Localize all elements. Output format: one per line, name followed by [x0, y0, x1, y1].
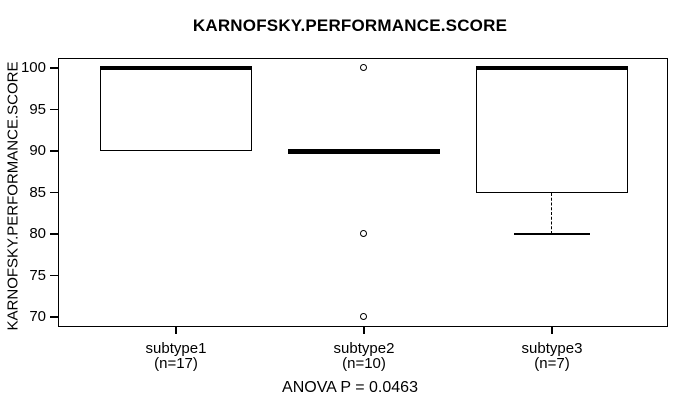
y-tick-label: 95 [29, 100, 46, 118]
boxplot-whisker-cap [514, 233, 590, 235]
group-label: subtype2 [333, 340, 395, 357]
group-label: subtype3 [521, 340, 583, 357]
y-tick [50, 274, 58, 277]
boxplot-box [476, 68, 628, 193]
y-tick-label: 90 [29, 142, 46, 159]
y-tick [50, 191, 58, 194]
anova-annotation: ANOVA P = 0.0463 [282, 379, 418, 396]
group-count: (n=10) [342, 355, 386, 372]
boxplot-box [100, 68, 252, 151]
y-tick [50, 150, 58, 152]
figure-title: KARNOFSKY.PERFORMANCE.SCORE [192, 16, 508, 35]
y-tick [50, 316, 58, 318]
outlier-point [360, 313, 367, 320]
y-tick-label: 75 [29, 266, 46, 284]
outlier-point [360, 64, 367, 71]
boxplot-median [476, 66, 628, 70]
x-tick-label: subtype3 (n=7) [472, 341, 632, 371]
y-tick-label: 85 [29, 183, 46, 201]
y-tick-label: 100 [20, 59, 46, 76]
x-tick [175, 327, 177, 334]
y-tick [50, 233, 58, 235]
y-tick-label: 70 [29, 308, 46, 325]
group-count: (n=17) [154, 355, 198, 372]
x-tick [363, 327, 365, 334]
x-tick [551, 327, 553, 334]
x-tick-label: subtype1 (n=17) [96, 341, 256, 371]
x-tick-label: subtype2 (n=10) [284, 341, 444, 371]
outlier-point [360, 230, 367, 237]
boxplot-median [288, 148, 440, 154]
boxplot-whisker [551, 192, 553, 234]
boxplot-median [100, 66, 252, 70]
group-label: subtype1 [145, 340, 207, 357]
group-count: (n=7) [534, 355, 570, 372]
y-tick [50, 67, 58, 69]
y-tick-label: 80 [29, 225, 46, 242]
y-tick [50, 108, 58, 111]
